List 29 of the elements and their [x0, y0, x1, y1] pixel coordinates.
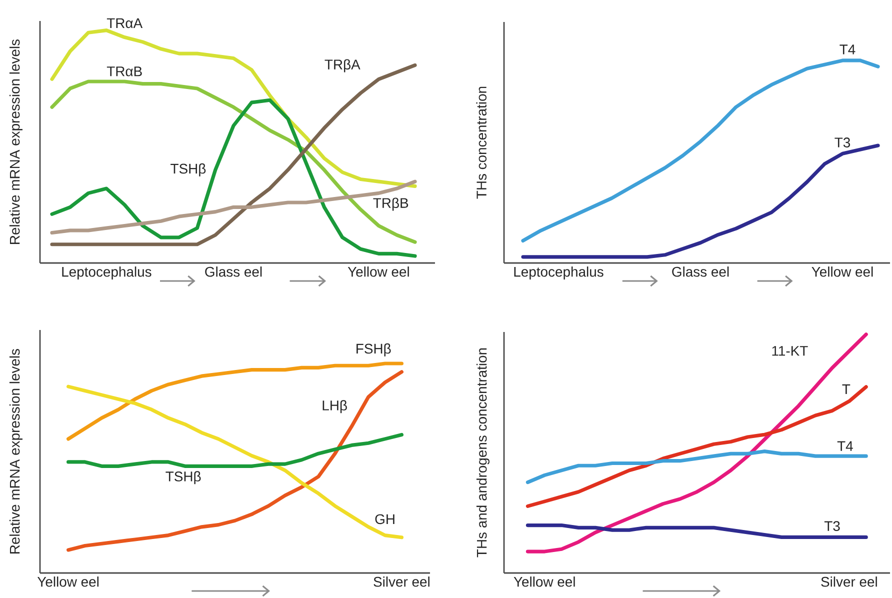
series-label: GH — [375, 514, 394, 524]
y-axis-title: Relative mRNA expression levels — [9, 39, 22, 244]
x-tick-label: Leptocephalus — [62, 266, 152, 280]
series-label: T4 — [840, 44, 856, 54]
series-label: TSHβ — [166, 471, 201, 484]
series-label: T — [842, 384, 850, 394]
series-label: 11-KT — [772, 346, 808, 356]
series-label: TRαB — [106, 66, 142, 76]
series-label: T3 — [834, 138, 850, 148]
x-tick-label: Glass eel — [672, 266, 729, 277]
x-tick-label: Yellow eel — [348, 266, 409, 277]
series-label: LHβ — [322, 400, 347, 414]
x-tick-label: Silver eel — [821, 576, 877, 587]
x-tick-label: Silver eel — [374, 576, 430, 587]
y-axis-title: THs and androgens concentration — [476, 348, 490, 558]
series-label: TRβB — [373, 198, 408, 211]
x-tick-label: Glass eel — [205, 266, 262, 277]
series-label: FSHβ — [356, 343, 391, 356]
series-label: T4 — [837, 441, 853, 451]
series-label: TRβA — [324, 59, 360, 72]
y-axis-title: THs concentration — [476, 86, 486, 199]
series-label: TRαA — [106, 18, 143, 28]
y-axis-title: Relative mRNA expression levels — [9, 348, 22, 554]
x-tick-label: Yellow eel — [514, 576, 575, 587]
x-tick-label: Leptocephalus — [514, 266, 604, 280]
series-label: TSHβ — [170, 163, 206, 176]
x-tick-label: Yellow eel — [812, 266, 873, 277]
series-label: T3 — [824, 521, 840, 532]
x-tick-label: Yellow eel — [37, 576, 99, 587]
